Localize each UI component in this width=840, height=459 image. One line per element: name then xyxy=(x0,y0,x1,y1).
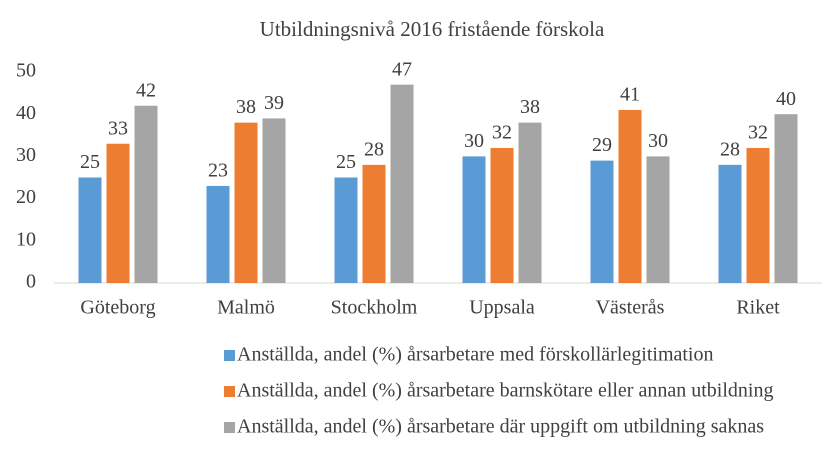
y-tick-label: 40 xyxy=(16,102,36,124)
y-tick-label: 30 xyxy=(16,144,36,166)
legend-label: Anställda, andel (%) årsarbetare där upp… xyxy=(237,416,764,438)
bar xyxy=(206,185,230,283)
bar xyxy=(134,105,158,283)
y-tick-label: 10 xyxy=(16,228,36,250)
data-label: 30 xyxy=(648,130,668,152)
bar xyxy=(106,143,130,283)
bar xyxy=(362,164,386,283)
x-tick-label: Västerås xyxy=(596,297,665,319)
bar xyxy=(334,177,358,283)
legend-label: Anställda, andel (%) årsarbetare med för… xyxy=(237,344,713,366)
bar xyxy=(462,156,486,283)
legend-label: Anställda, andel (%) årsarbetare barnskö… xyxy=(237,380,773,402)
data-label: 30 xyxy=(464,130,484,152)
data-label: 38 xyxy=(520,96,540,118)
data-label: 25 xyxy=(336,151,356,173)
bar xyxy=(590,160,614,283)
data-label: 28 xyxy=(364,138,384,160)
x-tick-label: Uppsala xyxy=(469,297,535,319)
bar xyxy=(746,147,770,283)
data-label: 38 xyxy=(236,96,256,118)
data-label: 28 xyxy=(720,138,740,160)
bar xyxy=(718,164,742,283)
y-tick-label: 0 xyxy=(26,271,36,293)
bar xyxy=(774,114,798,283)
data-label: 23 xyxy=(208,160,228,182)
x-tick-label: Stockholm xyxy=(331,297,418,319)
data-label: 32 xyxy=(492,122,512,144)
legend-swatch xyxy=(224,422,235,433)
legend-swatch xyxy=(224,350,235,361)
x-tick-label: Göteborg xyxy=(80,297,155,319)
x-tick-label: Riket xyxy=(736,297,780,319)
data-label: 32 xyxy=(748,122,768,144)
y-tick-label: 20 xyxy=(16,186,36,208)
bar xyxy=(490,147,514,283)
bar xyxy=(390,84,414,283)
legend-swatch xyxy=(224,386,235,397)
data-label: 42 xyxy=(136,79,156,101)
bar xyxy=(234,122,258,283)
bar xyxy=(646,156,670,283)
chart-title: Utbildningsnivå 2016 fristående förskola xyxy=(260,17,605,41)
data-label: 40 xyxy=(776,88,796,110)
data-label: 47 xyxy=(392,58,412,80)
bar xyxy=(618,109,642,283)
x-tick-label: Malmö xyxy=(217,297,275,319)
y-tick-label: 50 xyxy=(16,60,36,82)
bar xyxy=(78,177,102,283)
bar xyxy=(262,118,286,283)
bar xyxy=(518,122,542,283)
data-label: 25 xyxy=(80,151,100,173)
data-label: 41 xyxy=(620,84,640,106)
data-label: 33 xyxy=(108,117,128,139)
data-label: 29 xyxy=(592,134,612,156)
data-label: 39 xyxy=(264,92,284,114)
